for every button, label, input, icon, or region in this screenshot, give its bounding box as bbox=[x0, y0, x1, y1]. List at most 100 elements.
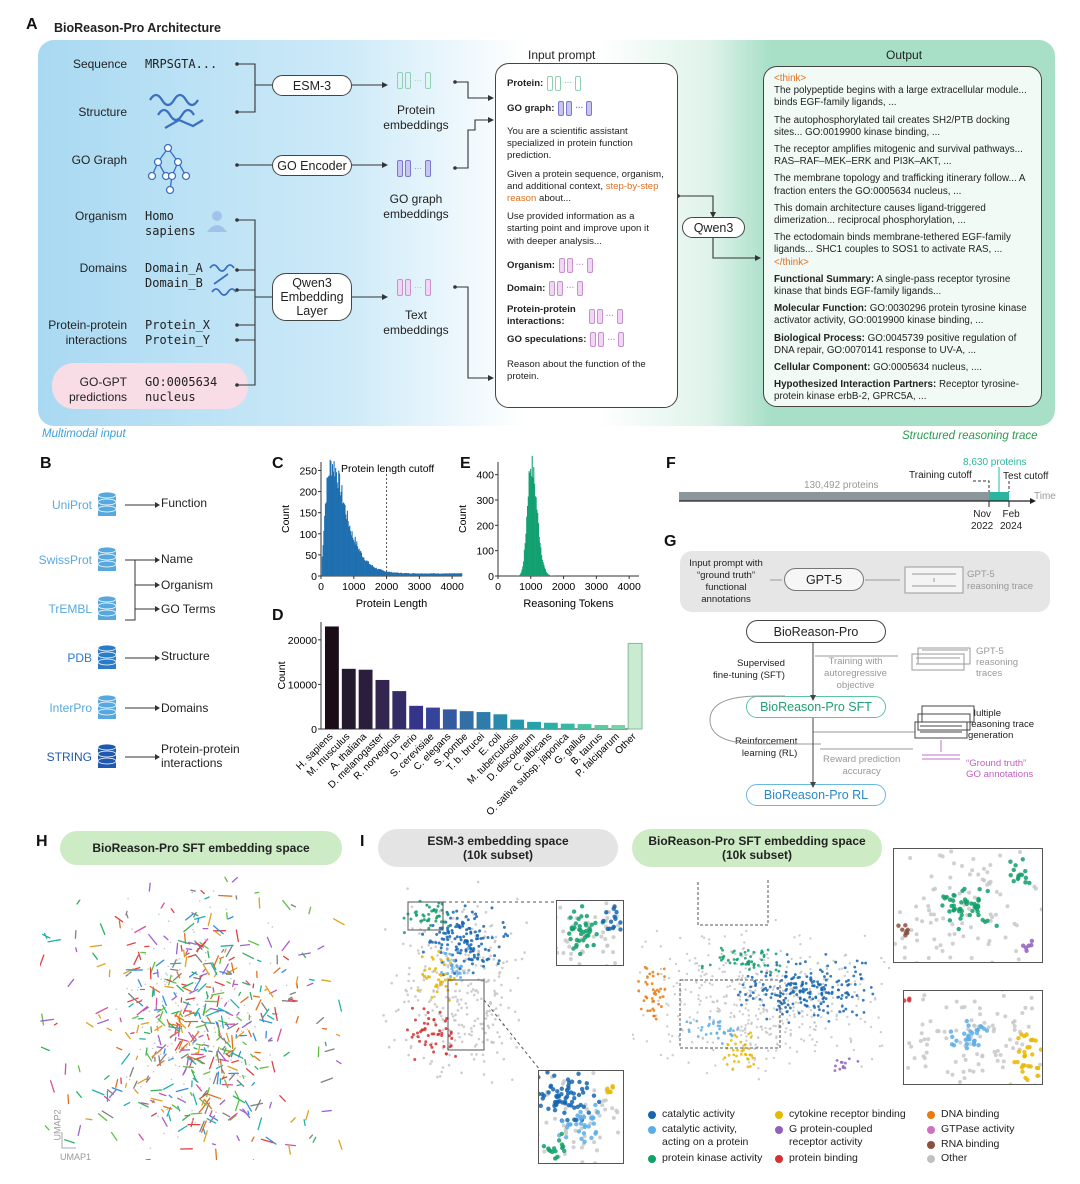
prompt-protein-label: Protein: bbox=[507, 78, 544, 90]
umap-point bbox=[234, 987, 236, 990]
umap-point bbox=[465, 928, 469, 932]
umap-point bbox=[468, 950, 472, 954]
umap-point bbox=[483, 947, 487, 951]
umap-point bbox=[205, 1007, 212, 1013]
umap-point bbox=[957, 907, 962, 912]
umap-point bbox=[97, 1113, 108, 1122]
umap-point bbox=[53, 1022, 58, 1026]
histogram-bin bbox=[533, 467, 535, 576]
umap-point bbox=[459, 975, 463, 979]
umap-point bbox=[964, 1041, 969, 1047]
umap-point bbox=[225, 1082, 229, 1087]
umap-point bbox=[409, 944, 412, 948]
histogram-bin bbox=[333, 461, 335, 576]
umap-point bbox=[747, 1018, 750, 1022]
umap-point bbox=[235, 1031, 245, 1039]
umap-point bbox=[920, 919, 925, 924]
umap-point bbox=[123, 1101, 131, 1107]
umap-point bbox=[230, 1051, 234, 1058]
umap-point bbox=[1023, 1005, 1028, 1010]
umap-point bbox=[948, 955, 953, 960]
umap-point bbox=[476, 953, 480, 957]
umap-point bbox=[471, 927, 474, 931]
umap-point bbox=[236, 1079, 245, 1087]
bioreason-pro-rl: BioReason-Pro RL bbox=[746, 784, 886, 806]
umap-point bbox=[234, 1090, 240, 1100]
umap-point bbox=[175, 1027, 178, 1030]
umap-point bbox=[267, 922, 270, 924]
umap-point bbox=[799, 971, 802, 975]
umap-point bbox=[711, 983, 714, 986]
umap-point bbox=[470, 962, 474, 966]
umap-point bbox=[840, 967, 844, 970]
umap-point bbox=[414, 995, 417, 998]
umap-point bbox=[182, 1066, 188, 1076]
umap-point bbox=[445, 947, 449, 951]
umap-point bbox=[175, 942, 179, 955]
umap-point bbox=[498, 972, 501, 975]
umap-point bbox=[136, 1005, 148, 1016]
umap-point bbox=[794, 986, 798, 989]
umap-point bbox=[745, 929, 748, 933]
umap-point bbox=[881, 1044, 884, 1047]
umap-point bbox=[430, 1060, 434, 1063]
umap-point bbox=[295, 1015, 299, 1024]
umap-point bbox=[210, 995, 213, 997]
umap-point bbox=[589, 1135, 594, 1141]
umap-point bbox=[1012, 1019, 1017, 1024]
umap-point bbox=[749, 991, 752, 994]
umap-point bbox=[771, 988, 775, 991]
umap-point bbox=[798, 1025, 801, 1029]
histogram-bin bbox=[326, 477, 328, 576]
umap-point bbox=[259, 1019, 273, 1024]
umap-point bbox=[226, 1041, 232, 1048]
umap-point bbox=[265, 985, 274, 998]
umap-point bbox=[743, 1028, 747, 1032]
umap-point bbox=[230, 962, 235, 974]
umap-point bbox=[770, 992, 774, 996]
umap-point bbox=[785, 992, 788, 996]
umap-point bbox=[993, 912, 998, 917]
umap-point bbox=[716, 999, 719, 1002]
umap-point bbox=[481, 1022, 484, 1026]
umap-point bbox=[814, 1028, 817, 1032]
umap-point bbox=[912, 1056, 917, 1061]
umap-point bbox=[648, 1009, 652, 1012]
umap-point bbox=[745, 1035, 748, 1038]
umap-point bbox=[238, 991, 242, 997]
database-target: Function bbox=[161, 496, 208, 510]
umap-point bbox=[591, 1093, 597, 1098]
umap-point bbox=[557, 946, 558, 950]
umap-point bbox=[741, 955, 744, 958]
umap-point bbox=[266, 936, 273, 948]
umap-point bbox=[224, 1042, 227, 1045]
umap-point bbox=[40, 1018, 55, 1022]
histogram-bin bbox=[521, 569, 523, 576]
umap-point bbox=[708, 982, 712, 985]
umap-point bbox=[449, 1044, 453, 1048]
umap-point bbox=[185, 948, 193, 951]
umap-point bbox=[728, 984, 732, 988]
umap-point bbox=[212, 991, 214, 994]
section-value: GO:0045739 positive regulation of DNA re… bbox=[774, 332, 1017, 356]
histogram-bin bbox=[357, 549, 359, 576]
histogram-bin bbox=[454, 573, 457, 576]
umap-point bbox=[740, 976, 743, 980]
umap-point bbox=[660, 1005, 663, 1008]
umap-point bbox=[947, 885, 952, 890]
umap-point bbox=[659, 967, 663, 971]
umap-point bbox=[988, 879, 993, 884]
umap-point bbox=[577, 1079, 582, 1085]
umap-point bbox=[699, 1028, 703, 1032]
umap-point bbox=[924, 1050, 929, 1055]
umap-point bbox=[578, 931, 584, 937]
umap-point bbox=[471, 949, 475, 953]
umap-point bbox=[259, 985, 262, 993]
umap-point bbox=[958, 1040, 963, 1045]
umap-point bbox=[716, 1007, 720, 1010]
umap-point bbox=[431, 957, 435, 961]
test-bar bbox=[989, 492, 1009, 501]
umap-point bbox=[182, 1114, 191, 1121]
umap-point bbox=[565, 1091, 571, 1096]
umap-point bbox=[759, 1012, 762, 1015]
